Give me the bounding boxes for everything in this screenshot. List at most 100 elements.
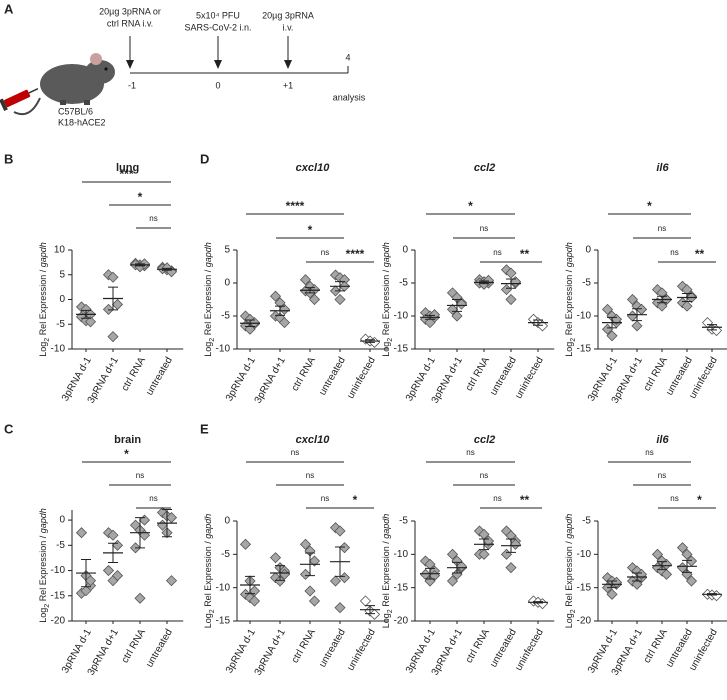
y-tick-label: -5 <box>56 540 65 551</box>
significance-label: * <box>138 190 143 204</box>
y-label-gene: gapdh <box>38 242 48 267</box>
y-tick-label: 0 <box>224 516 230 527</box>
data-point <box>165 575 178 587</box>
significance-label: ns <box>480 471 488 480</box>
data-point <box>359 595 372 607</box>
event-arrow <box>126 36 292 69</box>
significance-label: ns <box>645 448 653 457</box>
panel-label: C <box>4 421 14 436</box>
data-point <box>329 522 342 534</box>
y-axis-label: Log2 Rel Expression / gapdh <box>381 514 394 629</box>
y-label-sub: 2 <box>209 338 216 342</box>
data-point <box>676 542 689 554</box>
y-axis-label: Log2 Rel Expression / gapdh <box>564 242 577 357</box>
event-label: 5x10⁴ PFU <box>196 10 240 20</box>
x-tick-label: ctrl RNA <box>120 355 148 393</box>
y-label-part: Log <box>203 342 213 357</box>
y-tick-label: -15 <box>577 344 592 355</box>
y-label-sub: 2 <box>44 604 51 608</box>
significance-label: * <box>353 493 358 507</box>
x-tick-label: untreated <box>144 355 175 397</box>
y-label-sub: 2 <box>387 609 394 613</box>
significance-label: ns <box>136 471 144 480</box>
y-label-gene: gapdh <box>564 242 574 267</box>
data-point <box>500 284 513 296</box>
x-tick-label: 3pRNA d+1 <box>253 627 288 677</box>
x-tick-label: untreated <box>317 627 348 669</box>
x-tick-label: ctrl RNA <box>290 355 318 393</box>
x-tick-label: 3pRNA d+1 <box>253 355 288 405</box>
data-point <box>681 548 693 560</box>
x-tick-label: untreated <box>488 627 519 669</box>
data-point <box>505 293 517 306</box>
data-point <box>308 293 321 306</box>
y-label-part: Log <box>381 342 391 357</box>
y-label-gene: gapdh <box>381 514 391 539</box>
event-label: SARS-CoV-2 i.n. <box>184 22 251 32</box>
y-tick-label: -15 <box>216 616 231 627</box>
panel-label: E <box>200 421 209 436</box>
y-tick-label: -15 <box>51 590 66 601</box>
data-point <box>329 575 342 587</box>
y-axis-label: Log2 Rel Expression / gapdh <box>38 508 51 623</box>
y-tick-label: -15 <box>577 582 592 593</box>
data-point <box>111 570 124 582</box>
y-tick-label: 5 <box>59 269 65 280</box>
y-label-sub: 2 <box>209 609 216 613</box>
data-point <box>455 298 468 310</box>
data-point <box>334 602 346 614</box>
end-label: analysis <box>333 92 366 102</box>
event-label: ctrl RNA i.v. <box>107 18 153 28</box>
significance-label: ns <box>466 448 474 457</box>
y-tick-label: -20 <box>577 616 592 627</box>
x-tick-label: untreated <box>317 355 348 397</box>
data-point <box>334 525 346 537</box>
data-point <box>626 310 639 322</box>
data-point <box>656 300 668 312</box>
x-tick-label: uninfected <box>513 355 546 400</box>
chart-title: lung <box>116 162 139 174</box>
chart-title: il6 <box>656 162 669 174</box>
syringe <box>0 88 39 112</box>
y-label-part: Rel Expression / <box>564 267 574 338</box>
y-tick-label: -20 <box>394 616 409 627</box>
data-point <box>455 560 468 572</box>
y-axis-label: Log2 Rel Expression / gapdh <box>203 242 216 357</box>
data-point <box>505 562 517 574</box>
data-point <box>505 267 517 279</box>
significance-label: *** <box>119 167 133 181</box>
chart-title: il6 <box>656 434 669 446</box>
data-point <box>338 542 351 554</box>
data-point <box>308 595 321 607</box>
data-point <box>509 538 522 550</box>
data-point <box>606 330 618 342</box>
data-point <box>111 298 124 311</box>
x-tick-label: uninfected <box>345 627 378 672</box>
data-point <box>304 585 316 597</box>
y-axis-label: Log2 Rel Expression / gapdh <box>38 242 51 357</box>
significance-label: ns <box>670 494 678 503</box>
x-tick-label: ctrl RNA <box>120 627 148 665</box>
y-tick-label: 0 <box>59 515 65 526</box>
y-label-gene: gapdh <box>38 508 48 533</box>
day-label: -1 <box>128 80 136 90</box>
panel-label: D <box>200 151 209 166</box>
y-tick-label: -10 <box>577 311 592 322</box>
y-label-part: Rel Expression / <box>203 267 213 338</box>
y-tick-label: 10 <box>54 245 66 256</box>
data-point <box>601 303 614 315</box>
mouse-illustration <box>13 53 115 116</box>
y-tick-label: -10 <box>577 549 592 560</box>
y-label-part: Log <box>38 608 48 623</box>
data-point <box>84 575 97 587</box>
data-point <box>368 608 381 620</box>
y-label-part: Rel Expression / <box>203 539 213 610</box>
x-tick-label: ctrl RNA <box>464 627 492 665</box>
data-point <box>299 274 312 286</box>
significance-label: ns <box>149 214 157 223</box>
data-point <box>536 320 549 332</box>
y-tick-label: -5 <box>221 311 230 322</box>
data-point <box>80 585 92 597</box>
x-tick-label: 3pRNA d-1 <box>224 355 258 403</box>
